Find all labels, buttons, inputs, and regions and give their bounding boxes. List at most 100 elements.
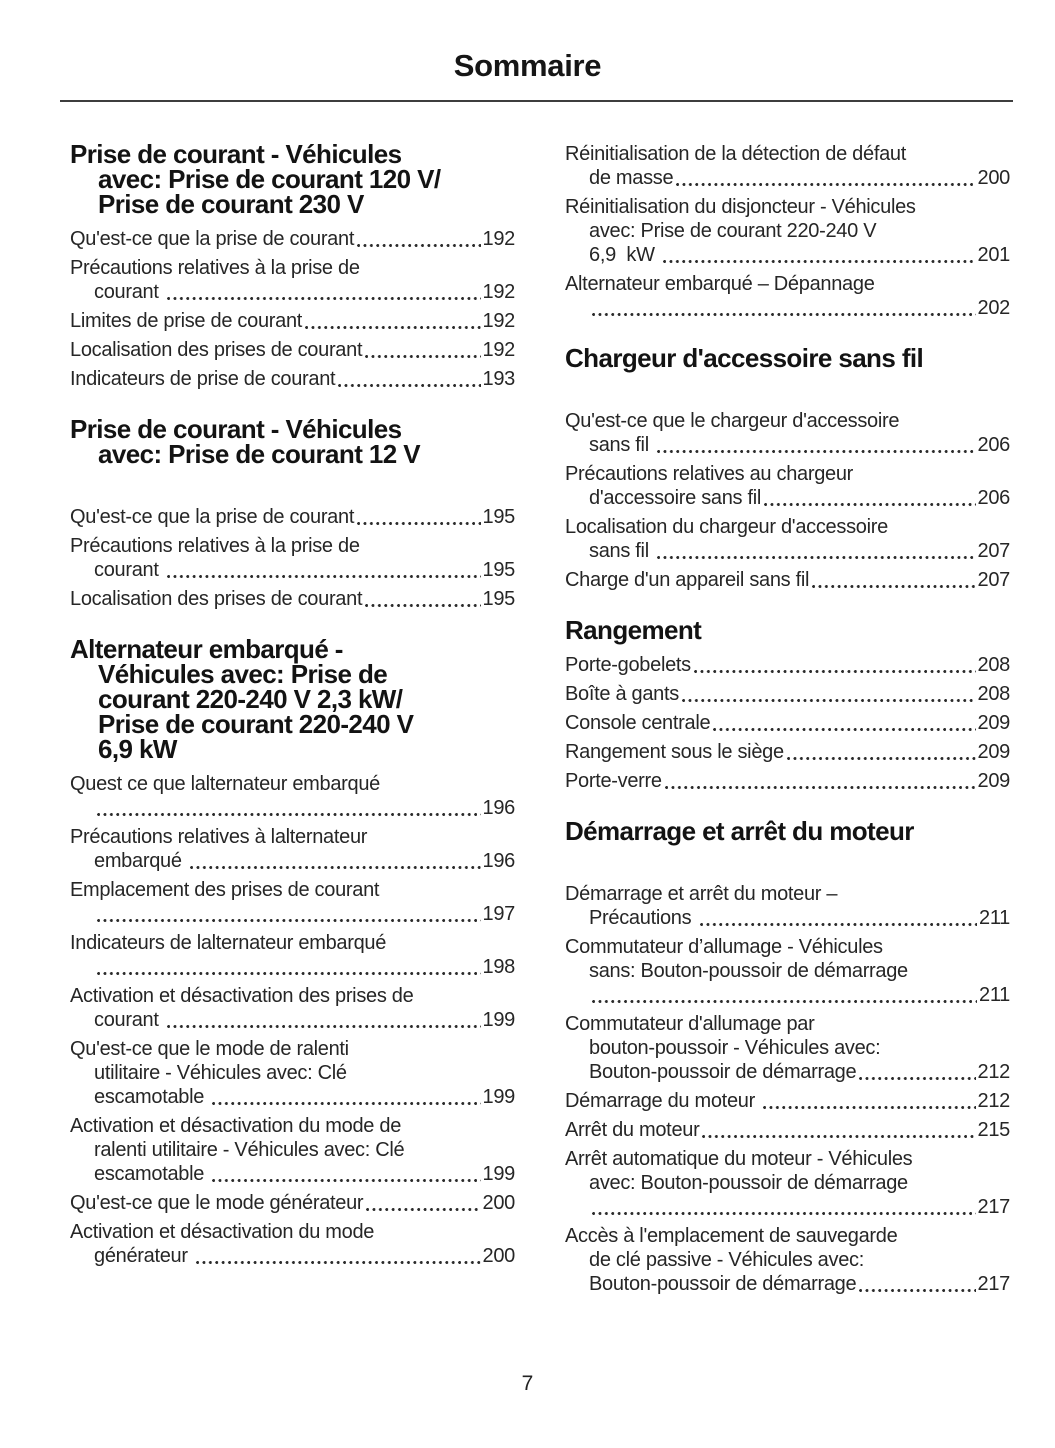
page-ref: 206 bbox=[977, 487, 1011, 509]
toc-entry: Qu'est-ce que le mode de ralenti utilitai… bbox=[70, 1037, 515, 1109]
toc-entry-text: Console centrale bbox=[565, 712, 711, 734]
section-heading-line: Prise de courant 220-240 V bbox=[98, 709, 414, 739]
section-heading-line: avec: Prise de courant 120 V/ bbox=[98, 164, 441, 194]
toc-entry: Accès à l'emplacement de sauvegarde de cl… bbox=[565, 1224, 1010, 1296]
toc-entry: Limites de prise de courant 192 bbox=[70, 309, 515, 333]
section-heading: Chargeur d'accessoire sans fil bbox=[565, 343, 1010, 373]
toc-entry-line: 198 bbox=[70, 955, 515, 979]
dot-leader bbox=[859, 1077, 976, 1080]
toc-entry-text: escamotable bbox=[94, 1163, 210, 1185]
toc-entry: Commutateur d'allumage par bouton-poussoi… bbox=[565, 1012, 1010, 1084]
page-ref: 211 bbox=[979, 907, 1010, 929]
toc-entry: Réinitialisation de la détection de défa… bbox=[565, 142, 1010, 190]
toc-entry: Activation et désactivation du mode génér… bbox=[70, 1220, 515, 1268]
page-ref: 211 bbox=[979, 984, 1010, 1006]
toc-entry-line: bouton-poussoir - Véhicules avec: bbox=[565, 1036, 1010, 1060]
toc-entry: Démarrage et arrêt du moteur – Précaution… bbox=[565, 882, 1010, 930]
toc-entry: Indicateurs de lalternateur embarqué 198 bbox=[70, 931, 515, 979]
dot-leader bbox=[97, 919, 481, 922]
section-heading: Alternateur embarqué - Véhicules avec: Pr… bbox=[70, 636, 515, 764]
dot-leader bbox=[859, 1289, 976, 1292]
toc-entry-line: Précautions relatives à la prise de bbox=[70, 534, 515, 558]
toc-entry: Précautions relatives à la prise de coura… bbox=[70, 256, 515, 304]
dot-leader bbox=[812, 585, 976, 588]
page-ref: 201 bbox=[977, 244, 1011, 266]
page-ref: 192 bbox=[482, 310, 516, 332]
toc-entry: Précautions relatives à lalternateur emba… bbox=[70, 825, 515, 873]
toc-entry-line: Qu'est-ce que le chargeur d'accessoire bbox=[565, 409, 1010, 433]
page-title: Sommaire bbox=[453, 48, 602, 83]
toc-entry-line: d'accessoire sans fil 206 bbox=[565, 486, 1010, 510]
toc-entry: Activation et désactivation des prises d… bbox=[70, 984, 515, 1032]
toc-entry-line: 197 bbox=[70, 902, 515, 926]
toc-entry-line: Démarrage du moteur 212 bbox=[565, 1089, 1010, 1113]
section-heading-line: Prise de courant - Véhicules bbox=[70, 414, 402, 444]
section-heading-line: Prise de courant 230 V bbox=[98, 189, 364, 219]
toc-entry-text: Précautions relatives au chargeur bbox=[565, 463, 854, 485]
dot-leader bbox=[196, 1261, 481, 1264]
manual-toc-page: Sommaire Prise de courant - Véhicules ave… bbox=[60, 48, 1013, 1395]
toc-entry-line: Précautions relatives au chargeur bbox=[565, 462, 1010, 486]
section-heading-line: Chargeur d'accessoire sans fil bbox=[565, 343, 924, 373]
toc-entry: Quest ce que lalternateur embarqué 196 bbox=[70, 772, 515, 820]
toc-entry-line: 196 bbox=[70, 796, 515, 820]
page-ref: 200 bbox=[482, 1245, 516, 1267]
toc-entry-line: sans fil 206 bbox=[565, 433, 1010, 457]
toc-section: Prise de courant - Véhicules avec: Prise … bbox=[70, 141, 515, 391]
page-ref: 208 bbox=[977, 654, 1011, 676]
section-heading-line: courant 220-240 V 2,3 kW/ bbox=[98, 684, 403, 714]
toc-entry-line: Bouton-poussoir de démarrage 212 bbox=[565, 1060, 1010, 1084]
toc-entry-line: avec: Prise de courant 220-240 V bbox=[565, 219, 1010, 243]
toc-entry-text: Localisation du chargeur d'accessoire bbox=[565, 516, 888, 538]
toc-entry-text: ralenti utilitaire - Véhicules avec: Clé bbox=[94, 1139, 405, 1161]
dot-leader bbox=[189, 866, 481, 869]
section-heading-line: Véhicules avec: Prise de bbox=[98, 659, 388, 689]
page-ref: 196 bbox=[482, 850, 516, 872]
toc-entry-line: Activation et désactivation des prises d… bbox=[70, 984, 515, 1008]
toc-entry: Porte-gobelets 208 bbox=[565, 653, 1010, 677]
toc-entry-text: courant bbox=[94, 281, 164, 303]
page-ref: 193 bbox=[482, 368, 516, 390]
toc-entry-line: Qu'est-ce que le mode générateur 200 bbox=[70, 1191, 515, 1215]
toc-entry-line: Porte-verre 209 bbox=[565, 769, 1010, 793]
toc-entry-line: escamotable 199 bbox=[70, 1085, 515, 1109]
toc-entry-text: Commutateur d'allumage par bbox=[565, 1013, 815, 1035]
section-heading-line: 6,9 kW bbox=[98, 734, 177, 764]
toc-entry: Démarrage du moteur 212 bbox=[565, 1089, 1010, 1113]
dot-leader bbox=[212, 1179, 481, 1182]
toc-entry-text: générateur bbox=[94, 1245, 193, 1267]
toc-entry: Arrêt du moteur 215 bbox=[565, 1118, 1010, 1142]
toc-entry-text: Qu'est-ce que le mode générateur bbox=[70, 1192, 364, 1214]
toc-entry-text: Qu'est-ce que le chargeur d'accessoire bbox=[565, 410, 900, 432]
toc-entry-text: Précautions relatives à la prise de bbox=[70, 257, 360, 279]
toc-entry-line: Indicateurs de prise de courant 193 bbox=[70, 367, 515, 391]
toc-entry-line: 6,9 kW 201 bbox=[565, 243, 1010, 267]
toc-entry-text: sans fil bbox=[589, 540, 655, 562]
title-divider bbox=[60, 100, 1013, 102]
toc-entry-text: avec: Bouton-poussoir de démarrage bbox=[589, 1172, 908, 1194]
dot-leader bbox=[713, 728, 976, 731]
toc-entry-line: Qu'est-ce que la prise de courant 192 bbox=[70, 227, 515, 251]
toc-entry-text: Bouton-poussoir de démarrage bbox=[589, 1273, 857, 1295]
toc-entry-text: Emplacement des prises de courant bbox=[70, 879, 380, 901]
page-ref: 195 bbox=[482, 588, 516, 610]
toc-entry-line: escamotable 199 bbox=[70, 1162, 515, 1186]
dot-leader bbox=[786, 757, 976, 760]
page-ref: 200 bbox=[482, 1192, 516, 1214]
dot-leader bbox=[763, 1106, 976, 1109]
toc-entry-text: Arrêt automatique du moteur - Véhicules bbox=[565, 1148, 913, 1170]
dot-leader bbox=[662, 260, 976, 263]
toc-entry-line: Alternateur embarqué – Dépannage bbox=[565, 272, 1010, 296]
toc-entry-line: courant 195 bbox=[70, 558, 515, 582]
toc-entry: Emplacement des prises de courant 197 bbox=[70, 878, 515, 926]
dot-leader bbox=[664, 786, 976, 789]
toc-entry-line: Qu'est-ce que le mode de ralenti bbox=[70, 1037, 515, 1061]
dot-leader bbox=[657, 556, 976, 559]
page-ref: 200 bbox=[977, 167, 1011, 189]
toc-entry-text: Précautions relatives à la prise de bbox=[70, 535, 360, 557]
dot-leader bbox=[702, 1135, 976, 1138]
toc-entry-text: Arrêt du moteur bbox=[565, 1119, 700, 1141]
toc-entry-text: Accès à l'emplacement de sauvegarde bbox=[565, 1225, 898, 1247]
toc-entry: Localisation des prises de courant 195 bbox=[70, 587, 515, 611]
toc-entry-text: Indicateurs de lalternateur embarqué bbox=[70, 932, 387, 954]
